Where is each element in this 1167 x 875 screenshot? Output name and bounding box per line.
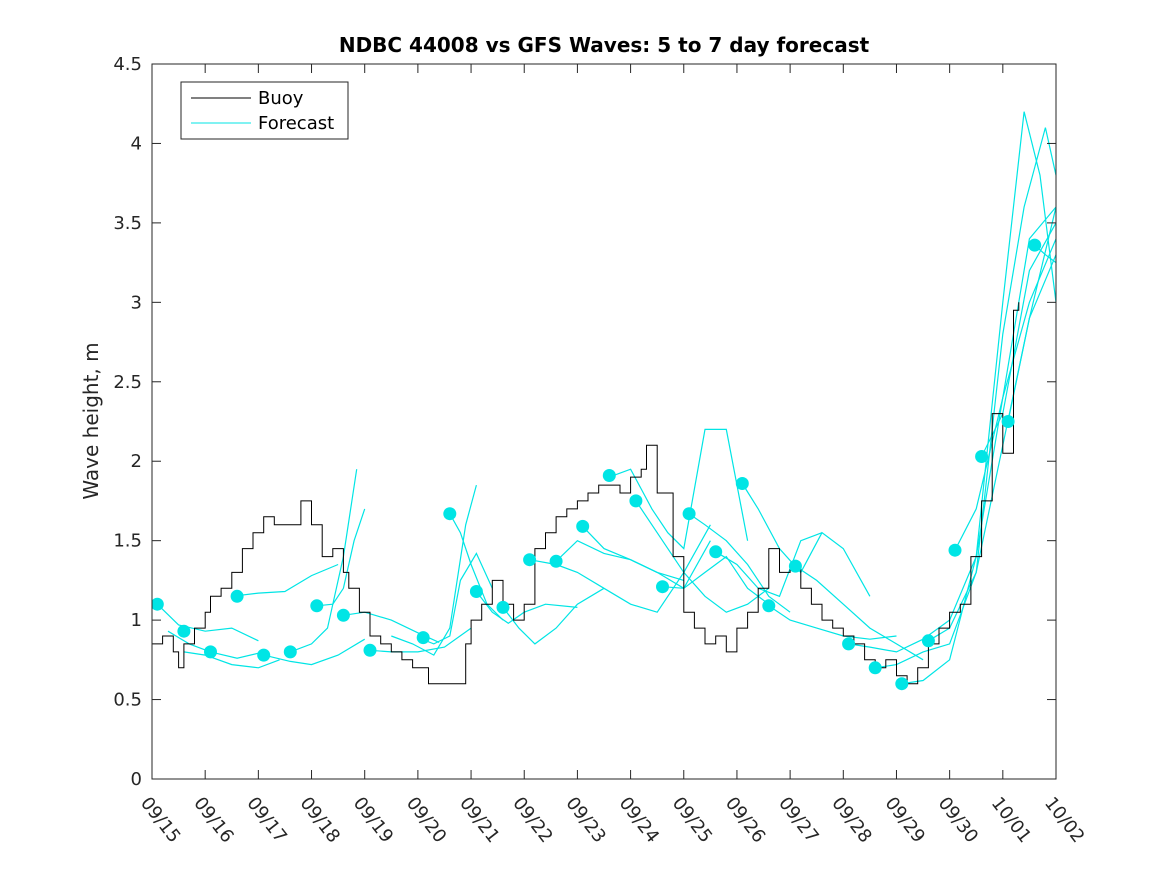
forecast-marker-4 [257, 648, 271, 662]
forecast-line-23 [768, 605, 897, 640]
forecast-marker-17 [629, 494, 643, 508]
y-tick-label: 4.5 [113, 54, 142, 75]
forecast-line-3 [231, 563, 339, 597]
forecast-marker-5 [283, 645, 297, 659]
forecast-line-24 [795, 565, 924, 661]
y-tick-label: 2 [131, 451, 142, 472]
forecast-marker-11 [469, 585, 483, 598]
forecast-marker-13 [523, 553, 537, 567]
forecast-marker-12 [496, 600, 510, 614]
forecast-marker-23 [788, 559, 802, 573]
forecast-line-12 [475, 591, 578, 625]
legend: Buoy Forecast [180, 81, 349, 140]
forecast-marker-25 [868, 661, 882, 675]
forecast-line-8 [369, 627, 472, 653]
forecast-marker-16 [602, 469, 616, 482]
forecast-marker-10 [443, 507, 457, 521]
forecast-marker-26 [895, 677, 909, 691]
forecast-marker-14 [549, 554, 563, 568]
forecast-marker-22 [762, 599, 776, 613]
forecast-marker-9 [416, 631, 430, 645]
forecast-marker-6 [310, 599, 324, 613]
forecast-line-6 [316, 508, 366, 607]
forecast-marker-3 [230, 589, 244, 603]
forecast-line-5 [290, 469, 358, 653]
forecast-line-11 [449, 513, 504, 621]
forecast-line-17 [609, 428, 749, 550]
forecast-marker-29 [975, 450, 989, 463]
y-tick-label: 0 [131, 769, 142, 790]
forecast-marker-30 [1001, 415, 1015, 428]
y-tick-label: 3.5 [113, 213, 142, 234]
y-tick-label: 2.5 [113, 372, 142, 393]
y-tick-label: 1 [131, 610, 142, 631]
forecast-line-15 [555, 539, 684, 581]
forecast-marker-15 [576, 519, 590, 533]
forecast-line-21 [715, 532, 823, 598]
forecast-marker-8 [363, 643, 377, 657]
forecast-line-13 [502, 587, 605, 645]
forecast-line-20 [688, 513, 791, 613]
forecast-line-31 [1007, 206, 1056, 422]
legend-label-buoy: Buoy [258, 88, 304, 109]
y-tick-label: 0.5 [113, 690, 142, 711]
forecast-line-27 [901, 111, 1056, 685]
forecast-line-0 [156, 603, 259, 642]
y-tick-label: 1.5 [113, 531, 142, 552]
forecast-marker-19 [682, 507, 696, 521]
forecast-line-4 [263, 638, 366, 666]
y-tick-label: 4 [131, 133, 142, 154]
forecast-marker-7 [336, 608, 350, 622]
forecast-line-28 [928, 254, 1056, 642]
plot-frame [151, 63, 1057, 780]
buoy-line [152, 302, 1020, 685]
forecast-line-2 [183, 651, 280, 669]
forecast-line-18 [635, 500, 770, 613]
forecast-line-16 [582, 525, 711, 590]
forecast-marker-27 [921, 634, 935, 648]
forecast-line-10 [417, 552, 493, 645]
legend-label-forecast: Forecast [258, 113, 334, 134]
forecast-line-9 [391, 484, 477, 656]
forecast-marker-28 [948, 543, 962, 557]
y-tick-label: 3 [131, 292, 142, 313]
forecast-marker-20 [709, 545, 723, 559]
forecast-marker-0 [152, 597, 164, 611]
forecast-marker-18 [656, 580, 669, 594]
forecast-marker-2 [204, 645, 217, 659]
forecast-marker-24 [842, 637, 856, 651]
legend-box [180, 81, 349, 140]
forecast-line-19 [662, 555, 770, 605]
y-axis-title: Wave height, m [79, 342, 103, 499]
forecast-marker-21 [735, 477, 749, 490]
chart-title: NDBC 44008 vs GFS Waves: 5 to 7 day fore… [339, 33, 870, 57]
forecast-marker-31 [1028, 238, 1042, 252]
forecast-marker-1 [177, 624, 191, 638]
